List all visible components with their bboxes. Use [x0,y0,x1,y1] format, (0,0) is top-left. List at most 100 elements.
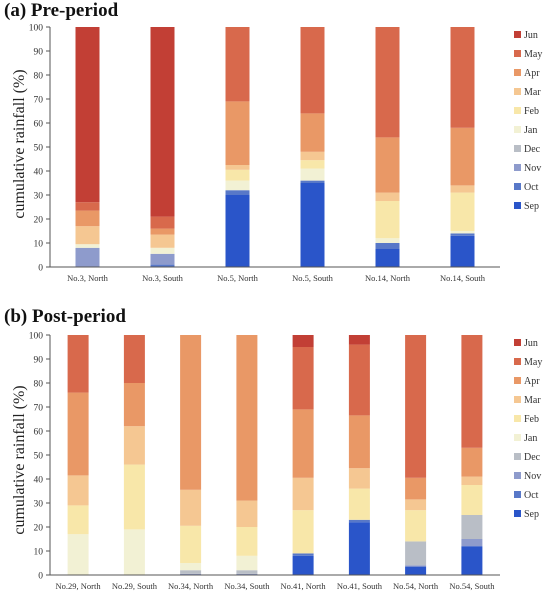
bar-segment-mar [375,192,400,201]
legend-swatch-apr [514,377,521,384]
legend-label-jan: Jan [524,433,537,444]
legend-swatch-sep [514,202,521,209]
bar-segment-apr [292,409,314,478]
bar-segment-dec [461,515,483,539]
y-tick-label: 10 [34,240,44,250]
bar-segment-may [67,335,89,393]
legend-swatch-oct [514,183,521,190]
bar-segment-apr [405,477,427,500]
bar-segment-sep [450,235,475,267]
chart-panel-pre-period: (a) Pre-period cumulative rainfall (%) N… [0,0,550,290]
bar-segment-may [348,344,370,416]
chart-title: (b) Post-period [4,306,126,327]
bar-segment-may [461,335,483,448]
legend-label-jun: Jun [524,30,538,41]
bar-segment-may [300,27,325,114]
bar-segment-jun [348,335,370,345]
y-tick-label: 30 [34,192,44,202]
y-tick-label: 100 [29,24,44,34]
y-tick-label: 20 [34,524,44,534]
bar-segment-may [75,202,100,211]
y-tick-label: 80 [34,72,44,82]
bar-segment-jan [75,244,100,248]
x-tick-label: No.29, North [56,581,102,591]
bar-segment-apr [450,127,475,186]
legend-label-mar: Mar [524,87,541,98]
bar-segment-mar [75,226,100,245]
bar-segment-feb [236,527,258,556]
y-tick-label: 100 [29,332,44,342]
bar-segment-may [450,27,475,128]
legend-swatch-dec [514,145,521,152]
bar-segment-feb [292,510,314,554]
legend-label-dec: Dec [524,452,541,463]
bar-segment-jan [180,563,202,571]
bar-segment-jun [75,27,100,203]
y-tick-label: 60 [34,120,44,130]
bar-segment-dec [405,541,427,566]
y-tick-label: 50 [34,144,44,154]
bar-segment-apr [150,228,175,235]
legend-label-jan: Jan [524,125,537,136]
bar-segment-oct [450,233,475,236]
bar-segment-jan [225,180,250,191]
bar-segment-apr [180,335,202,490]
bar-segment-oct [292,553,314,556]
legend-label-may: May [524,49,542,60]
legend-label-sep: Sep [524,201,539,212]
bar-segment-feb [348,488,370,520]
bar-segment-mar [236,500,258,527]
legend-label-oct: Oct [524,490,539,501]
bar-segment-feb [67,505,89,535]
legend-label-jun: Jun [524,338,538,349]
bar-segment-nov [236,573,258,575]
bar-segment-apr [375,137,400,193]
legend-swatch-oct [514,491,521,498]
x-tick-label: No.41, North [281,581,327,591]
bar-segment-oct [225,190,250,195]
bar-segment-oct [375,243,400,249]
bar-segment-sep [405,566,427,575]
chart-panel-post-period: (b) Post-period cumulative rainfall (%) … [0,306,550,596]
legend-swatch-sep [514,510,521,517]
legend-swatch-jun [514,31,521,38]
legend-label-nov: Nov [524,471,541,482]
bar-segment-mar [150,234,175,248]
bar-segment-feb [300,160,325,169]
bar-segment-mar [461,476,483,485]
bar-segment-sep [300,183,325,267]
legend-label-dec: Dec [524,144,541,155]
bar-segment-apr [300,113,325,152]
bar-segment-apr [225,101,250,165]
bar-segment-feb [375,201,400,239]
bar-segment-mar [450,185,475,193]
bar-segment-jun [292,335,314,347]
bar-segment-jan [236,555,258,571]
y-tick-label: 0 [38,572,43,582]
bar-segment-may [375,27,400,138]
bar-segment-mar [348,468,370,489]
bar-segment-sep [348,522,370,575]
bar-segment-may [405,335,427,478]
legend-swatch-jan [514,434,521,441]
bar-segment-may [123,335,145,383]
bar-segment-dec [236,570,258,574]
legend-swatch-apr [514,69,521,76]
legend-swatch-feb [514,107,521,114]
bar-segment-may [292,347,314,410]
legend-label-sep: Sep [524,509,539,520]
bar-segment-feb [225,169,250,181]
bar-segment-feb [180,525,202,563]
x-tick-label: No.54, South [449,581,495,591]
bar-segment-nov [75,247,100,267]
legend-swatch-mar [514,396,521,403]
x-tick-label: No.41, South [337,581,383,591]
bar-segment-sep [225,195,250,267]
bar-segment-mar [123,426,145,465]
y-tick-label: 40 [34,476,44,486]
bar-segment-jan [67,534,89,575]
x-tick-label: No.3, South [142,273,184,283]
x-tick-label: No.5, North [217,273,259,283]
y-tick-label: 80 [34,380,44,390]
legend-label-nov: Nov [524,163,541,174]
